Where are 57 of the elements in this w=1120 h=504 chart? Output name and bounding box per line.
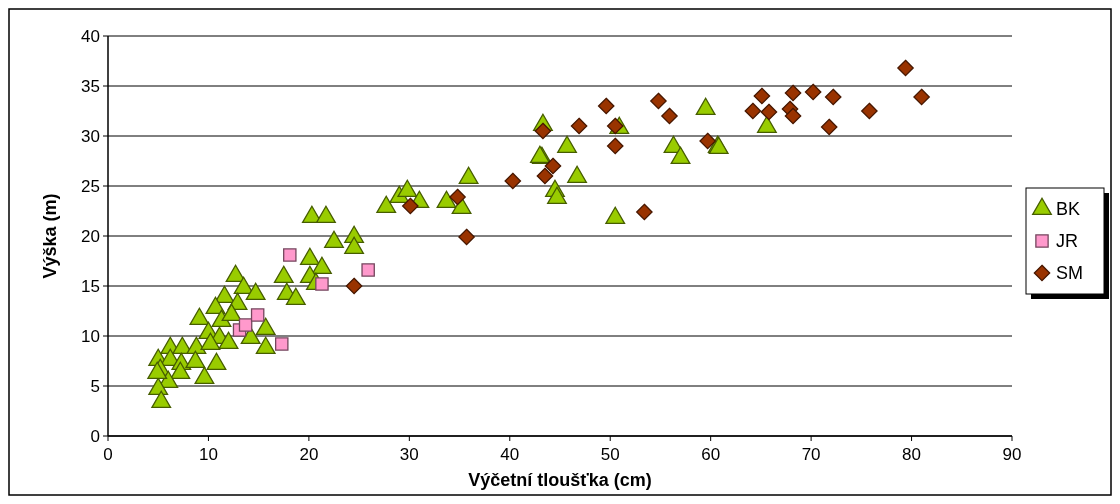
x-tick-label: 70 <box>801 445 821 464</box>
point <box>661 107 678 125</box>
legend-label: BK <box>1056 199 1081 220</box>
x-axis-title: Výčetní tloušťka (cm) <box>468 470 652 490</box>
point <box>449 188 466 206</box>
point <box>650 92 667 110</box>
y-tick-label: 5 <box>90 376 100 396</box>
point <box>315 277 329 291</box>
point <box>283 248 297 262</box>
point <box>913 88 930 106</box>
point <box>345 277 363 295</box>
y-tick-label: 25 <box>81 176 100 196</box>
point <box>544 157 562 175</box>
x-tick-label: 90 <box>1002 445 1022 464</box>
point <box>361 263 375 277</box>
point <box>534 122 552 140</box>
x-tick-label: 80 <box>902 445 922 464</box>
point <box>760 103 778 121</box>
point <box>699 132 716 150</box>
point <box>238 318 253 332</box>
y-tick-label: 30 <box>81 126 100 146</box>
x-tick-label: 10 <box>198 445 218 464</box>
x-tick-label: 60 <box>701 445 721 464</box>
point <box>597 97 615 115</box>
point <box>274 337 289 351</box>
point <box>804 83 822 101</box>
point <box>753 87 771 105</box>
point <box>824 88 842 106</box>
point <box>402 197 419 215</box>
point <box>536 167 554 185</box>
y-tick-label: 40 <box>81 26 100 46</box>
x-tick-label: 0 <box>103 445 113 464</box>
point <box>570 117 588 135</box>
point <box>820 118 838 136</box>
x-tick-label: 30 <box>399 445 419 464</box>
x-tick-label: 20 <box>299 445 319 464</box>
y-tick-label: 10 <box>81 326 100 346</box>
point <box>744 102 762 120</box>
point <box>606 117 624 135</box>
x-tick-label: 50 <box>600 445 620 464</box>
point <box>784 107 802 125</box>
legend-label: SM <box>1056 263 1083 284</box>
legend-label: JR <box>1056 231 1078 252</box>
y-tick-label: 35 <box>81 76 100 96</box>
y-tick-label: 20 <box>81 226 100 246</box>
point <box>861 102 878 120</box>
point <box>606 137 624 155</box>
point <box>784 84 802 102</box>
x-tick-label: 40 <box>500 445 520 464</box>
point <box>636 203 653 221</box>
y-tick-label: 0 <box>90 426 100 446</box>
y-axis-title: Výška (m) <box>40 193 60 279</box>
point <box>458 228 475 246</box>
point <box>504 172 522 190</box>
y-tick-label: 15 <box>81 276 100 296</box>
point <box>250 308 265 322</box>
point <box>897 59 914 77</box>
